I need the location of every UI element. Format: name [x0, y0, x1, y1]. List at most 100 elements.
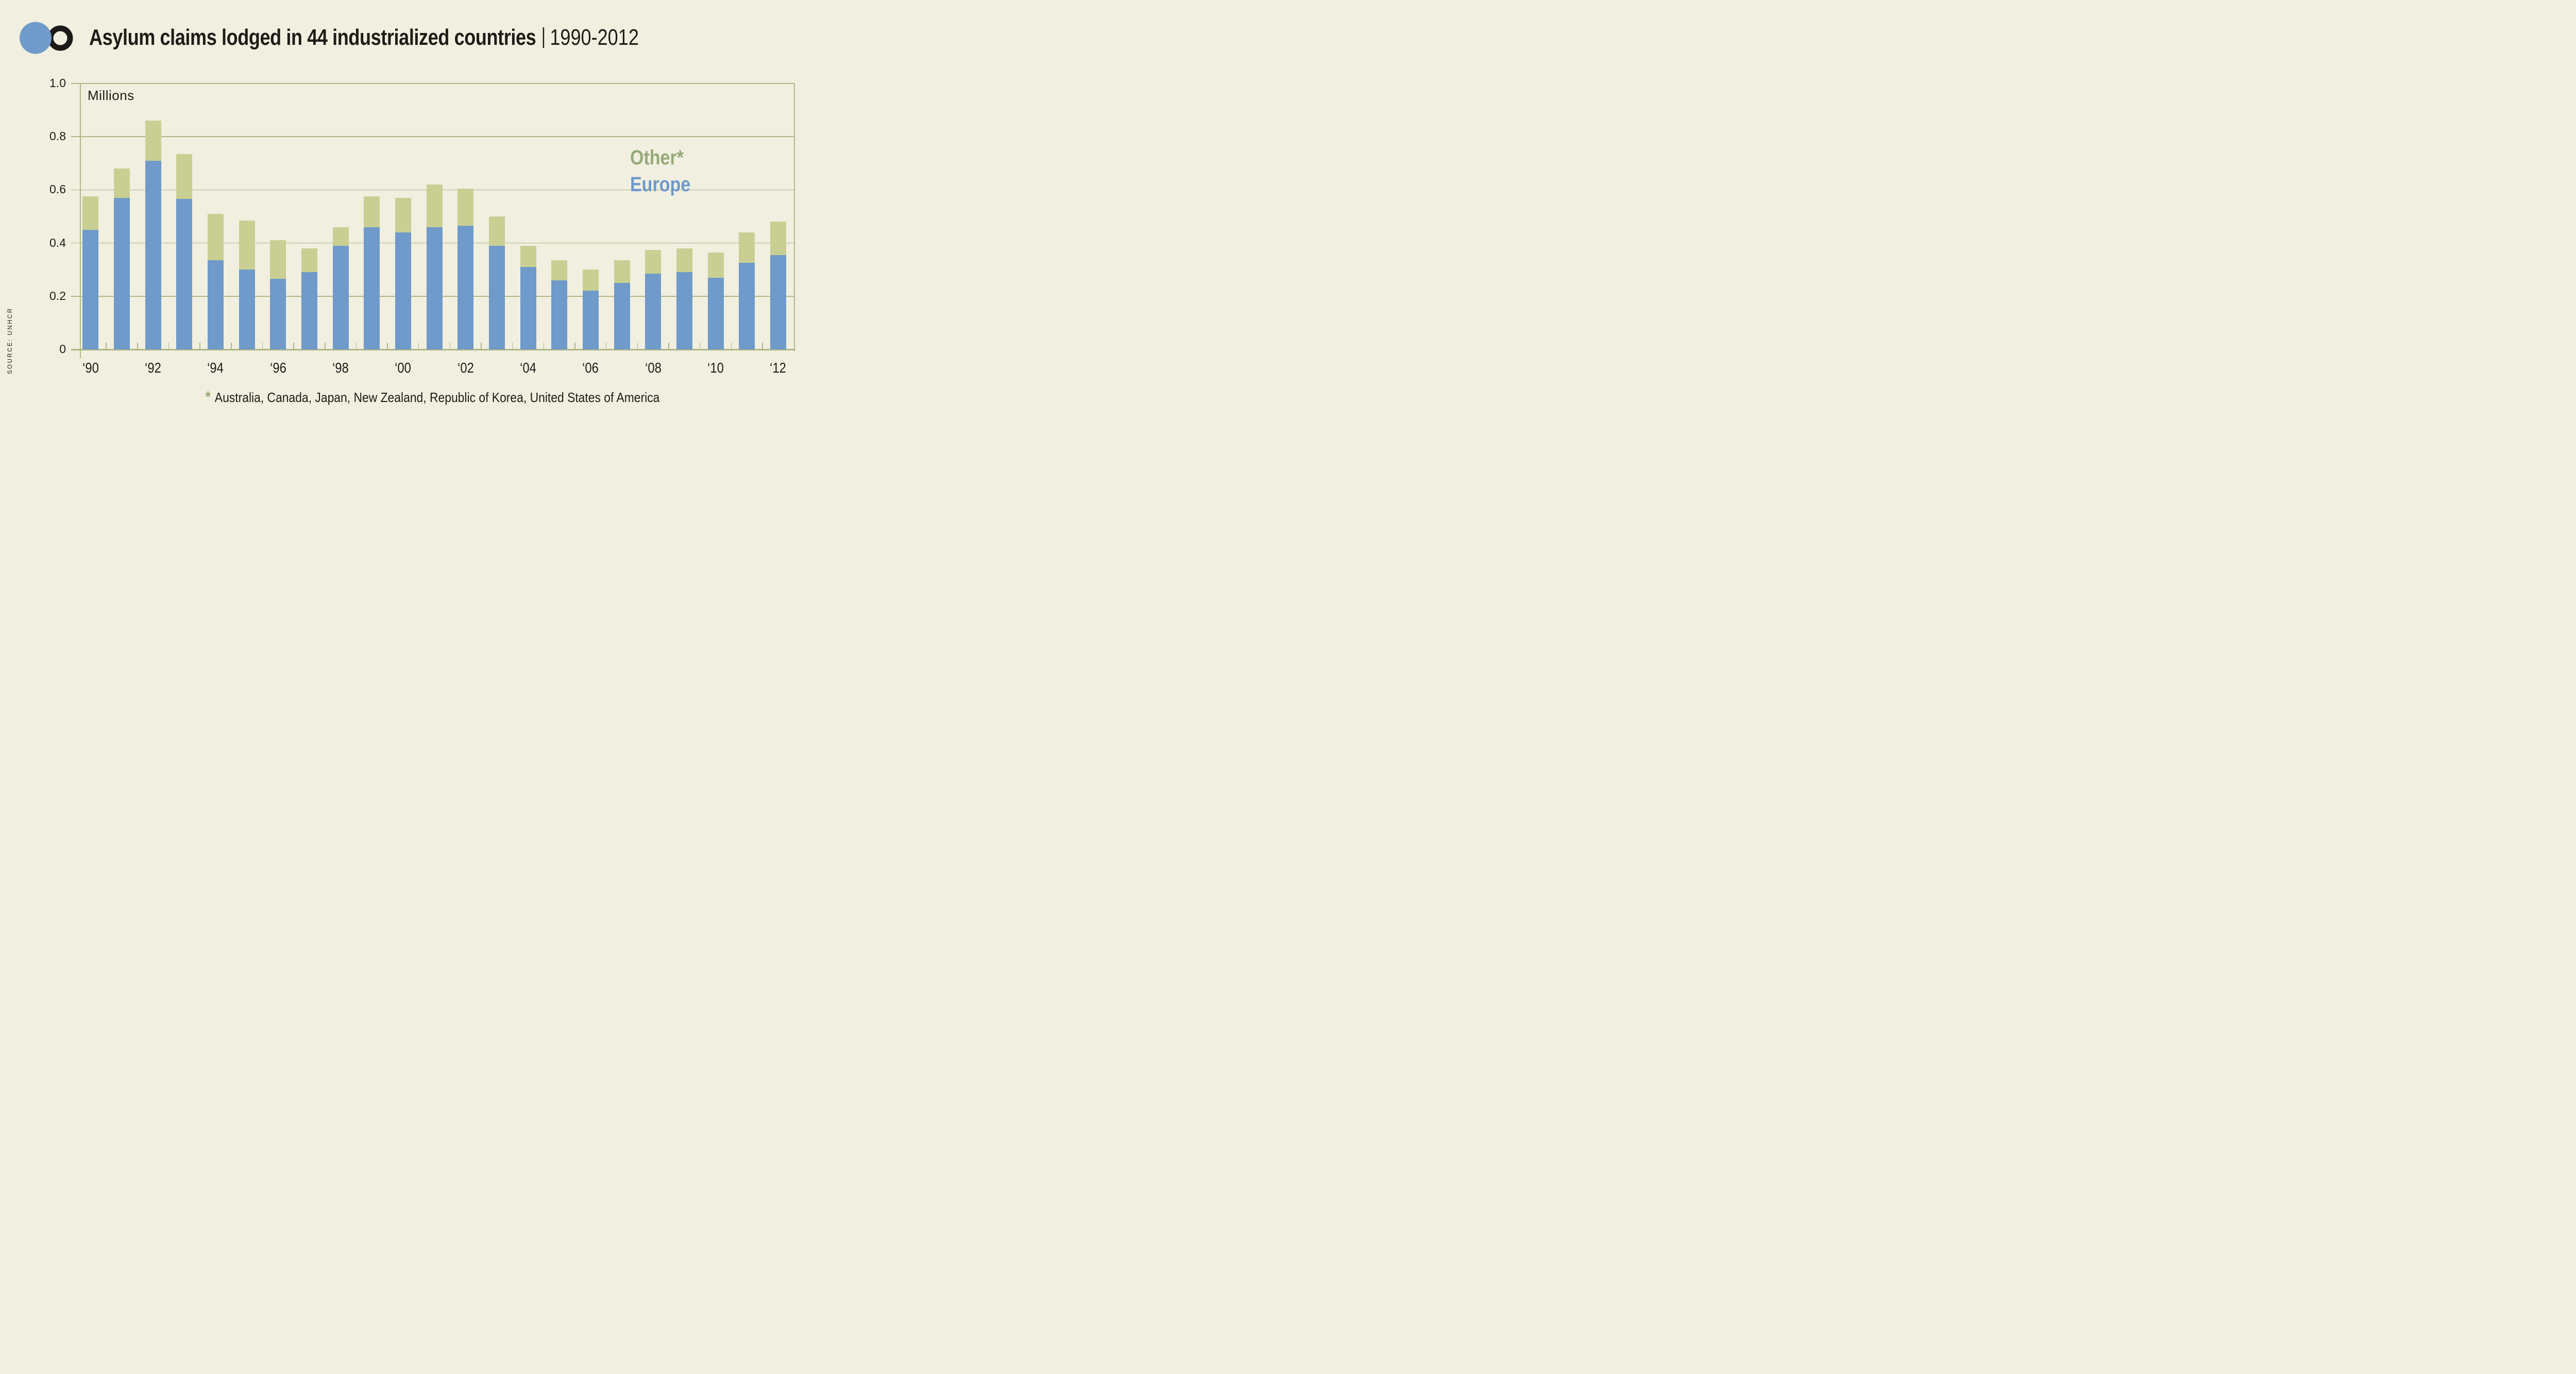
y-axis-line [80, 83, 81, 358]
bar-2000-other [395, 197, 411, 232]
asterisk-icon: * [205, 389, 211, 406]
bar-1995-europe [239, 270, 255, 349]
x-tick-label-1990: ‘90 [82, 360, 99, 376]
x-axis-tick [231, 343, 232, 349]
bar-1993-europe [176, 199, 193, 349]
bar-2001-europe [426, 227, 443, 349]
bar-2009-europe [676, 272, 692, 349]
bar-chart: Millions 0 0.2 0.4 0.6 0.8 1.0 ‘90 ‘92 ‘94 ‘96 ‘98… [0, 0, 824, 412]
x-axis-tick [449, 343, 451, 349]
legend-item-other: Other* [630, 146, 684, 169]
unhcr-circles-logo [20, 22, 73, 54]
x-tick-label-2004: ‘04 [520, 360, 536, 376]
bar-1993-other [176, 154, 193, 199]
x-tick-label-1994: ‘94 [207, 360, 224, 376]
x-axis-tick [418, 343, 419, 349]
y-tick-label: 1.0 [49, 76, 66, 90]
bar-2003-other [488, 216, 505, 246]
x-axis-tick [762, 343, 763, 349]
bar-2011-other [739, 232, 755, 263]
logo-circle-icon [20, 22, 52, 54]
x-tick-label-2012: ‘12 [770, 360, 787, 376]
y-tick-label: 0.6 [49, 182, 66, 196]
x-axis-tick [543, 343, 545, 349]
x-tick-label-2008: ‘08 [645, 360, 662, 376]
bar-2010-europe [707, 277, 724, 349]
gridline-0 [71, 349, 794, 350]
bar-2006-other [582, 270, 599, 291]
y-axis-unit-label: Millions [88, 88, 134, 103]
x-tick-label-2002: ‘02 [457, 360, 474, 376]
legend-item-europe: Europe [630, 173, 691, 196]
bar-2005-other [551, 260, 568, 280]
gridline-1 [71, 83, 794, 84]
x-axis-tick [481, 343, 482, 349]
x-axis-tick [293, 343, 294, 349]
bar-2012-other [770, 222, 786, 255]
x-tick-label-1998: ‘98 [332, 360, 349, 376]
source-credit: SOURCE: UNHCR [7, 307, 13, 374]
bar-2007-other [614, 260, 630, 283]
bar-1994-europe [207, 260, 224, 349]
gridline-0.8 [71, 136, 794, 137]
x-axis-tick [574, 343, 575, 349]
bar-2002-europe [457, 226, 474, 349]
x-tick-label-2010: ‘10 [707, 360, 724, 376]
bar-2003-europe [488, 245, 505, 349]
bar-2008-europe [645, 273, 662, 349]
x-axis-tick [137, 343, 138, 349]
x-tick-label-2000: ‘00 [395, 360, 412, 376]
bar-2011-europe [739, 263, 755, 349]
title-period: 1990-2012 [550, 25, 639, 50]
bar-1999-other [364, 196, 380, 227]
bar-2010-other [707, 252, 724, 278]
x-axis-tick [199, 343, 200, 349]
bar-2009-other [676, 248, 692, 273]
bar-1996-europe [270, 279, 286, 349]
bar-2008-other [645, 249, 662, 274]
bar-1990-europe [82, 229, 99, 349]
x-axis-tick [668, 343, 669, 349]
footnote-text: Australia, Canada, Japan, New Zealand, R… [214, 390, 660, 405]
bar-2004-other [520, 245, 536, 267]
x-axis-tick [605, 343, 607, 349]
bar-1998-europe [332, 245, 349, 349]
x-axis-tick [262, 343, 263, 349]
y-tick-label: 0.4 [49, 236, 66, 249]
bar-2012-europe [770, 255, 786, 349]
bar-1996-other [270, 240, 286, 279]
bar-1992-europe [145, 160, 161, 349]
x-axis-tick [106, 343, 107, 349]
x-axis-tick [387, 343, 388, 349]
bar-1997-other [301, 248, 317, 273]
bar-1991-other [113, 169, 130, 198]
y-tick-label: 0.8 [49, 129, 66, 143]
bar-2005-europe [551, 280, 568, 349]
page-title: Asylum claims lodged in 44 industrialize… [89, 25, 536, 50]
bar-1998-other [332, 227, 349, 246]
x-axis-tick [731, 343, 732, 349]
title-separator [543, 27, 544, 48]
bar-2007-europe [614, 283, 630, 349]
x-axis-tick [699, 343, 701, 349]
bar-1995-other [239, 220, 255, 270]
x-axis-tick [325, 343, 326, 349]
bar-2004-europe [520, 267, 536, 349]
x-axis-tick [168, 343, 170, 349]
bar-1990-other [82, 196, 99, 230]
header: Asylum claims lodged in 44 industrialize… [89, 25, 639, 51]
x-tick-label-2006: ‘06 [582, 360, 599, 376]
bar-1992-other [145, 121, 161, 161]
bar-1999-europe [364, 227, 380, 349]
x-axis-tick [355, 343, 357, 349]
bar-1997-europe [301, 272, 317, 349]
bar-2006-europe [582, 291, 599, 349]
x-axis-tick [637, 343, 638, 349]
y-tick-label: 0.2 [49, 289, 66, 303]
bar-1991-europe [113, 197, 130, 349]
bar-2002-other [457, 188, 474, 226]
bar-2001-other [426, 185, 443, 227]
plot-right-border [794, 83, 795, 351]
x-axis-tick [512, 343, 513, 349]
infographic: Asylum claims lodged in 44 industrialize… [0, 0, 824, 412]
